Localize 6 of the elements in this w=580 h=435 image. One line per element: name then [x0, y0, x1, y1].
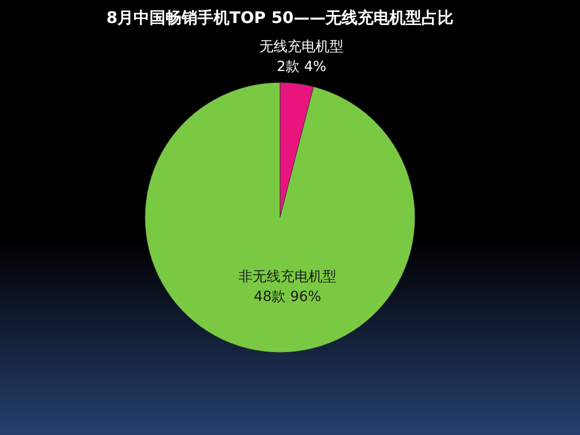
slice-label: 非无线充电机型: [238, 269, 337, 286]
pie-slice: [144, 82, 416, 352]
data-label: 2款 4%: [276, 58, 326, 75]
chart-title: 8月中国畅销手机TOP 50——无线充电机型占比: [106, 8, 454, 27]
data-label: 48款 96%: [254, 289, 322, 306]
slice-label: 无线充电机型: [260, 38, 344, 55]
